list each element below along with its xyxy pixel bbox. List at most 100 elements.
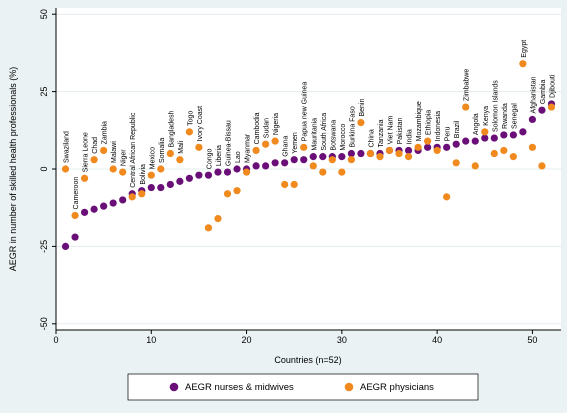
point-physicians [109, 165, 117, 173]
point-physicians [519, 60, 527, 68]
point-physicians [119, 168, 127, 176]
point-physicians [414, 143, 422, 151]
country-label: Mexico [149, 147, 156, 169]
country-label: Central African Republic [130, 112, 137, 188]
x-tick-label: 0 [53, 335, 58, 345]
point-physicians [309, 162, 317, 170]
point-nurses [500, 131, 508, 139]
point-physicians [138, 190, 146, 198]
point-nurses [424, 143, 432, 151]
y-tick-label: -50 [39, 317, 49, 330]
x-ticks: 0 10 20 30 40 50 [53, 330, 537, 345]
point-physicians [290, 180, 298, 189]
y-tick-label: 0 [39, 166, 49, 171]
country-label: Lao [235, 151, 242, 163]
point-nurses [90, 205, 98, 213]
country-label: Viet Nam [387, 116, 394, 145]
point-physicians [100, 146, 108, 155]
country-label: Guinea-Bissau [226, 120, 233, 166]
point-nurses [338, 153, 346, 161]
x-tick-label: 40 [432, 335, 442, 345]
country-label: Swaziland [64, 131, 71, 163]
country-label: Gambia [540, 80, 547, 105]
country-label: Brazil [454, 120, 461, 138]
point-physicians [157, 165, 165, 173]
country-label: Afghanistan [530, 76, 537, 113]
country-label: Ivory Coast [197, 106, 204, 141]
legend: AEGR nurses & midwives AEGR physicians [127, 373, 479, 401]
point-physicians [347, 156, 355, 164]
country-label: Yemen [292, 132, 299, 154]
point-physicians [300, 143, 308, 151]
point-physicians [166, 149, 174, 158]
legend-box [127, 373, 479, 401]
country-label: Mozambique [416, 101, 423, 141]
x-axis-title: Countries (n=52) [274, 355, 341, 365]
point-nurses [252, 162, 260, 170]
point-physicians [509, 153, 517, 161]
point-physicians [252, 146, 260, 155]
country-label: Morocco [340, 124, 347, 151]
point-physicians [528, 143, 537, 151]
point-physicians [366, 149, 375, 158]
point-physicians [547, 103, 556, 111]
point-physicians [404, 153, 413, 161]
country-label: Senegal [511, 103, 518, 129]
point-nurses [319, 153, 327, 161]
point-nurses [204, 171, 213, 179]
point-nurses [471, 137, 479, 145]
point-physicians [328, 156, 336, 164]
point-physicians [443, 193, 451, 201]
point-nurses [481, 134, 489, 142]
point-physicians [128, 193, 136, 201]
country-label: Djibouti [549, 74, 556, 98]
point-physicians [147, 171, 155, 179]
point-physicians [176, 156, 184, 164]
point-nurses [490, 134, 498, 142]
country-label: Malawi [111, 141, 118, 163]
point-physicians [271, 137, 279, 145]
country-label: Sudan [264, 118, 271, 138]
country-label: India [407, 129, 414, 144]
point-nurses [109, 199, 117, 207]
country-label: Sierra Leone [83, 132, 90, 172]
point-nurses [233, 165, 241, 173]
point-physicians [204, 224, 213, 232]
point-physicians [262, 140, 270, 148]
country-label: Rwanda [502, 103, 509, 129]
point-nurses [404, 146, 413, 155]
point-physicians [71, 211, 79, 220]
point-nurses [195, 171, 203, 179]
country-label: Kenya [483, 106, 490, 126]
country-label: Indonesia [435, 111, 442, 141]
point-nurses [185, 174, 193, 182]
point-physicians [90, 156, 98, 164]
y-axis-title: AEGR in number of skilled health profess… [8, 67, 18, 272]
point-nurses [214, 168, 222, 176]
y-tick-label: -25 [39, 240, 49, 253]
country-label: Papua new Guinea [302, 82, 309, 142]
country-label: Nigeria [273, 113, 280, 135]
point-physicians [281, 180, 289, 189]
point-nurses [357, 149, 365, 158]
country-label: Benin [359, 99, 366, 117]
point-nurses [443, 143, 451, 151]
point-physicians [462, 103, 470, 111]
x-tick-label: 10 [146, 335, 156, 345]
point-physicians [195, 143, 203, 151]
country-label: South Africa [321, 113, 328, 151]
country-label: Botswana [330, 120, 337, 151]
point-physicians [214, 214, 222, 223]
point-nurses [528, 115, 537, 124]
point-physicians [452, 159, 460, 167]
point-nurses [80, 208, 89, 216]
point-physicians [242, 168, 251, 176]
point-nurses [61, 242, 70, 251]
country-label: Zambia [102, 121, 109, 144]
y-tick-label: 25 [39, 87, 49, 97]
point-physicians [385, 146, 394, 155]
point-physicians [395, 149, 403, 158]
country-label: Bangladesh [168, 110, 175, 147]
point-physicians [338, 168, 346, 176]
